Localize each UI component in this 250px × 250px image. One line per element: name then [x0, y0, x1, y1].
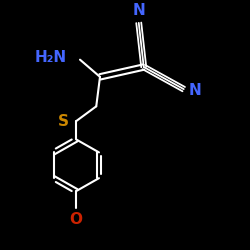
Text: N: N: [132, 3, 145, 18]
Text: H₂N: H₂N: [34, 50, 66, 65]
Text: S: S: [58, 114, 69, 128]
Text: O: O: [70, 212, 83, 227]
Text: N: N: [189, 83, 202, 98]
